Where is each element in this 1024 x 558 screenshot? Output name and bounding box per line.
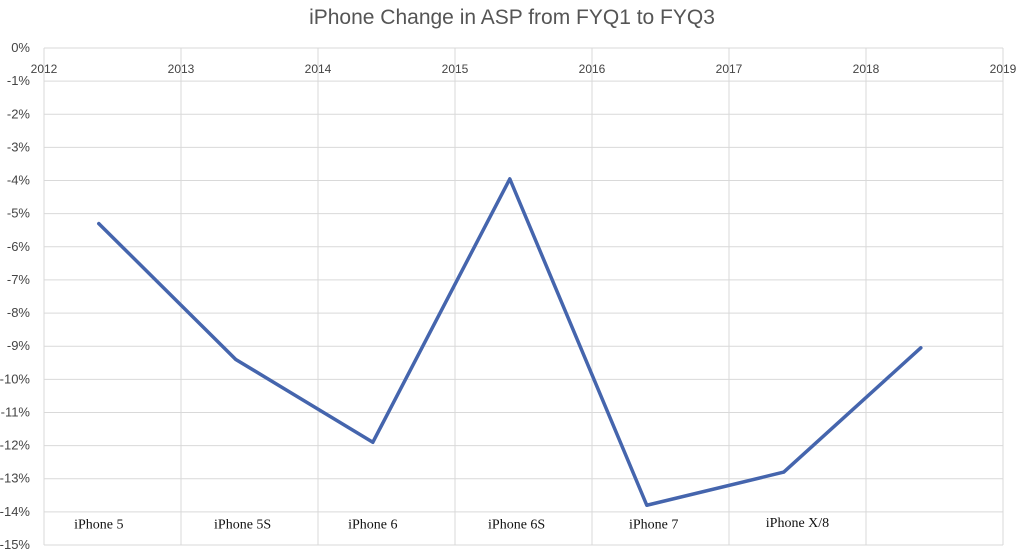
annotation-label: iPhone 5S	[214, 517, 271, 532]
y-tick-label: -2%	[7, 106, 31, 121]
y-tick-label: -7%	[7, 272, 31, 287]
data-point	[371, 440, 375, 444]
y-tick-label: -11%	[1, 404, 31, 419]
y-tick-label: -15%	[0, 537, 30, 552]
x-tick-label: 2013	[168, 62, 195, 76]
data-point	[782, 470, 786, 474]
y-tick-label: -3%	[7, 139, 31, 154]
data-point	[919, 346, 923, 350]
x-tick-label: 2016	[579, 62, 606, 76]
x-tick-label: 2019	[990, 62, 1017, 76]
x-tick-label: 2014	[305, 62, 332, 76]
data-point	[508, 177, 512, 181]
y-tick-label: -6%	[7, 239, 31, 254]
y-tick-label: -14%	[0, 504, 30, 519]
annotation-label: iPhone 6S	[488, 517, 545, 532]
y-tick-label: -10%	[0, 371, 30, 386]
x-tick-label: 2018	[853, 62, 880, 76]
data-point	[97, 222, 101, 226]
y-tick-label: 0%	[11, 40, 30, 55]
y-tick-label: -13%	[0, 471, 30, 486]
annotation-label: iPhone 6	[348, 517, 397, 532]
y-tick-label: -8%	[7, 305, 31, 320]
annotation-label: iPhone X/8	[766, 516, 829, 531]
data-point	[645, 503, 649, 507]
x-tick-label: 2012	[31, 62, 58, 76]
data-point	[234, 357, 238, 361]
y-tick-label: -5%	[7, 206, 31, 221]
chart-title: iPhone Change in ASP from FYQ1 to FYQ3	[309, 6, 715, 29]
annotation-label: iPhone 7	[629, 517, 678, 532]
y-tick-label: -4%	[7, 173, 31, 188]
series-line	[97, 177, 923, 507]
x-tick-label: 2015	[442, 62, 469, 76]
y-tick-label: -12%	[0, 438, 30, 453]
annotation-label: iPhone 5	[74, 517, 123, 532]
y-tick-label: -9%	[7, 338, 31, 353]
x-tick-label: 2017	[716, 62, 743, 76]
y-tick-label: -1%	[7, 73, 31, 88]
